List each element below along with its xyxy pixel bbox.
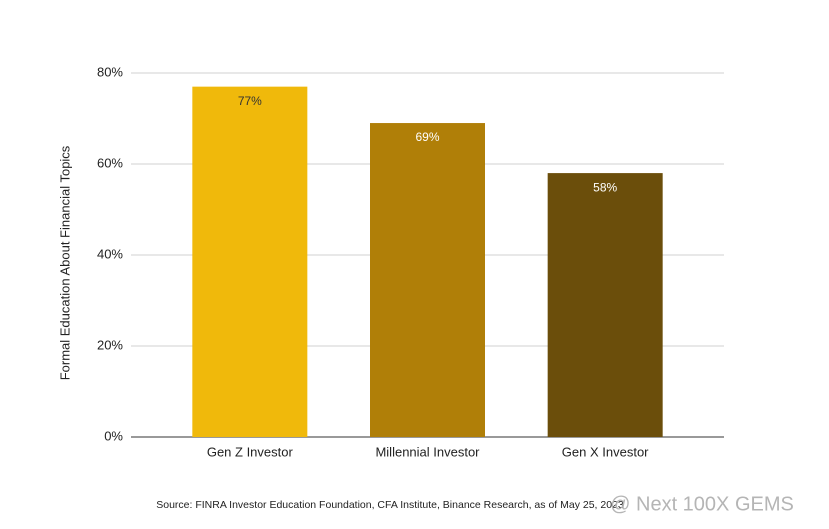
bar — [192, 86, 308, 438]
y-tick-label: 0% — [104, 428, 123, 443]
x-tick-label: Millennial Investor — [375, 444, 480, 459]
value-label: 77% — [238, 94, 262, 108]
value-label: 58% — [593, 180, 617, 194]
bar — [370, 123, 485, 438]
bar — [547, 173, 663, 437]
y-tick-label: 60% — [97, 155, 123, 170]
x-tick-label: Gen X Investor — [562, 444, 649, 459]
y-axis-label: Formal Education About Financial Topics — [57, 145, 72, 380]
source-note: Source: FINRA Investor Education Foundat… — [156, 499, 624, 511]
x-tick-label: Gen Z Investor — [207, 444, 294, 459]
watermark: @ Next 100X GEMS — [610, 493, 794, 515]
y-tick-label: 20% — [97, 337, 123, 352]
value-label: 69% — [415, 130, 439, 144]
y-tick-label: 40% — [97, 246, 123, 261]
y-tick-label: 80% — [97, 64, 123, 79]
